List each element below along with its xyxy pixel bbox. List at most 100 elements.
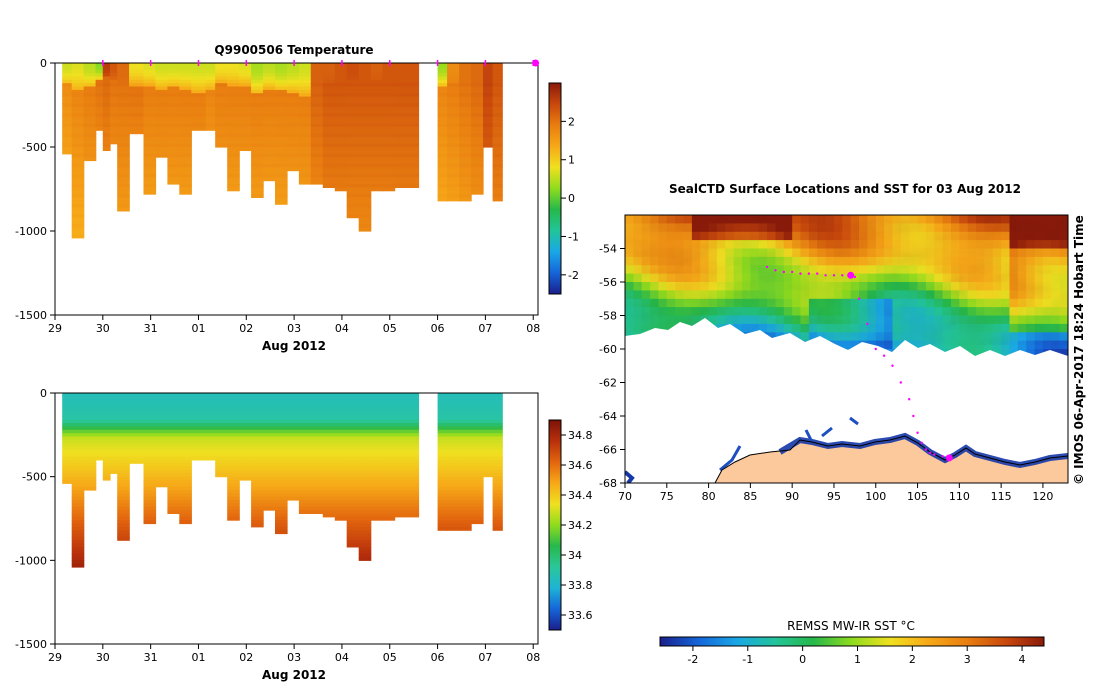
profile-column (346, 393, 360, 548)
sst-cell (1059, 340, 1068, 350)
x-tick-label: 07 (478, 322, 492, 335)
profile-column (71, 63, 85, 239)
profile-column (334, 393, 348, 521)
x-tick-label: 03 (287, 322, 301, 335)
sst-cell (1009, 340, 1019, 350)
map-title: SealCTD Surface Locations and SST for 03… (669, 182, 1021, 196)
profile-column (155, 393, 168, 488)
sst-colorbar (659, 636, 1045, 647)
x-tick-label: 06 (431, 651, 445, 664)
profile-column (117, 393, 130, 541)
coastal-fragments (719, 416, 859, 472)
y-tick-label: -1500 (15, 309, 47, 322)
map-x-tick-label: 120 (1032, 490, 1053, 503)
x-tick-label: 31 (144, 651, 158, 664)
sst-cell (984, 340, 994, 350)
ice-mask (625, 318, 1068, 483)
map-x-tick-label: 85 (743, 490, 757, 503)
colorbar-tick-label: 33.6 (568, 609, 593, 622)
profile-column (62, 393, 73, 484)
profile-column (298, 393, 312, 514)
x-tick-label: 01 (191, 322, 205, 335)
profile-column (155, 63, 168, 158)
y-tick-label: -1000 (15, 554, 47, 567)
track-point (874, 347, 877, 351)
profile-column (71, 393, 85, 568)
sst-cell (917, 340, 927, 350)
x-tick-label: 29 (48, 322, 62, 335)
profile-column (83, 393, 97, 491)
map-y-tick-label: -56 (599, 276, 617, 289)
sst-cell (1034, 340, 1044, 350)
sst-colorbar-tick-label: 3 (964, 653, 971, 666)
temperature-y-axis: 0 -500 -1000 -1500 (15, 57, 55, 322)
sst-cell (1001, 349, 1011, 358)
y-tick-label: -1000 (15, 225, 47, 238)
profile-column (95, 393, 104, 461)
timestamp-stamp: © IMOS 06-Apr-2017 18:24 Hobart Time (1072, 215, 1086, 485)
profile-column (227, 63, 240, 192)
profile-column (286, 393, 300, 501)
temperature-surface-markers (102, 59, 540, 67)
profile-column (370, 63, 384, 192)
sst-cell (976, 349, 986, 358)
profile-column (358, 393, 372, 561)
salinity-panel: 0 -500 -1000 -1500 29 30 31 01 02 03 04 05 06 07 08 A… (15, 387, 592, 682)
sst-cell (884, 340, 894, 350)
x-tick-label: 04 (335, 322, 349, 335)
y-tick-label: 0 (40, 387, 47, 400)
track-point (928, 451, 932, 455)
sst-cell (909, 340, 919, 350)
x-tick-label: 02 (239, 651, 253, 664)
profile-column (191, 63, 207, 131)
track-point (941, 455, 944, 458)
track-point (765, 265, 769, 269)
sst-cell (892, 340, 902, 350)
profile-column (83, 63, 97, 162)
profile-column (310, 63, 324, 185)
map-y-tick-label: -68 (599, 477, 617, 490)
profile-column (129, 63, 144, 135)
profile-column (492, 393, 503, 531)
profile-column (205, 393, 216, 461)
colorbar-tick-label: -1 (568, 230, 579, 243)
profile-column (406, 393, 420, 518)
temperature-title: Q9900506 Temperature (214, 43, 373, 57)
salinity-cells (62, 393, 503, 568)
profile-column (437, 393, 448, 531)
map-y-tick-label: -54 (599, 243, 617, 256)
sst-cell (992, 340, 1002, 350)
track-point (816, 272, 819, 275)
salinity-xlabel: Aug 2012 (262, 668, 326, 682)
x-tick-label: 29 (48, 651, 62, 664)
map-y-tick-label: -62 (599, 377, 617, 390)
profile-column (346, 63, 360, 219)
map-x-axis: 70 75 80 85 90 95 100 105 110 115 120 (618, 483, 1053, 503)
profile-column (406, 63, 420, 188)
profile-column (129, 393, 144, 464)
profile-column (322, 63, 336, 188)
temperature-cells (62, 63, 503, 239)
sst-cell (942, 340, 952, 350)
profile-column (263, 63, 276, 182)
antarctica-land (715, 436, 1068, 483)
profile-column (471, 393, 484, 525)
track-highlight (945, 454, 953, 462)
map-y-tick-label: -60 (599, 343, 617, 356)
colorbar-tick-label: 34 (568, 549, 582, 562)
sst-cell (967, 349, 977, 358)
sst-cell (934, 340, 944, 350)
map-y-tick-label: -66 (599, 444, 617, 457)
profile-column (167, 393, 180, 514)
salinity-plot-frame (54, 392, 539, 645)
track-point (824, 274, 827, 277)
sst-cell (1051, 340, 1061, 350)
sst-field (625, 215, 1068, 483)
profile-column (191, 393, 207, 461)
profile-column (227, 393, 240, 521)
track-point (916, 431, 919, 434)
colorbar-tick-label: 1 (568, 154, 575, 167)
x-tick-label: 30 (96, 651, 110, 664)
colorbar-tick-label: 34.6 (568, 459, 593, 472)
profile-column (394, 63, 408, 188)
